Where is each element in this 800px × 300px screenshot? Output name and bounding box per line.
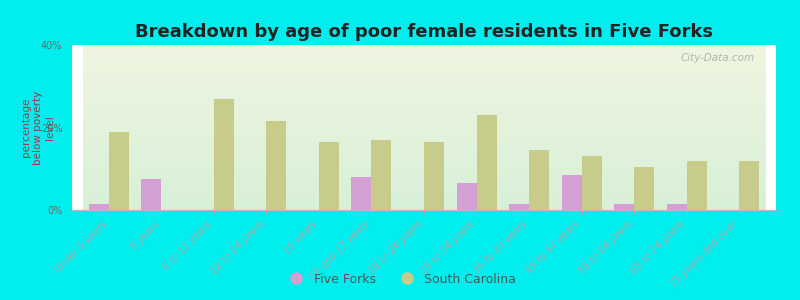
Bar: [529, 150, 549, 210]
Bar: [457, 183, 477, 210]
Bar: [89, 204, 109, 210]
Bar: [319, 142, 339, 210]
Y-axis label: percentage
below poverty
level: percentage below poverty level: [22, 90, 54, 165]
Bar: [614, 204, 634, 210]
Bar: [214, 99, 234, 210]
Title: Breakdown by age of poor female residents in Five Forks: Breakdown by age of poor female resident…: [135, 23, 713, 41]
Bar: [109, 132, 129, 210]
Bar: [634, 167, 654, 210]
Bar: [266, 121, 286, 210]
Bar: [562, 175, 582, 210]
Bar: [424, 142, 444, 210]
Bar: [686, 160, 706, 210]
Text: City-Data.com: City-Data.com: [681, 53, 755, 63]
Bar: [582, 156, 602, 210]
Bar: [477, 115, 497, 210]
Bar: [739, 160, 759, 210]
Bar: [509, 204, 529, 210]
Bar: [142, 179, 162, 210]
Bar: [351, 177, 371, 210]
Bar: [371, 140, 391, 210]
Legend: Five Forks, South Carolina: Five Forks, South Carolina: [278, 268, 522, 291]
Bar: [666, 204, 686, 210]
